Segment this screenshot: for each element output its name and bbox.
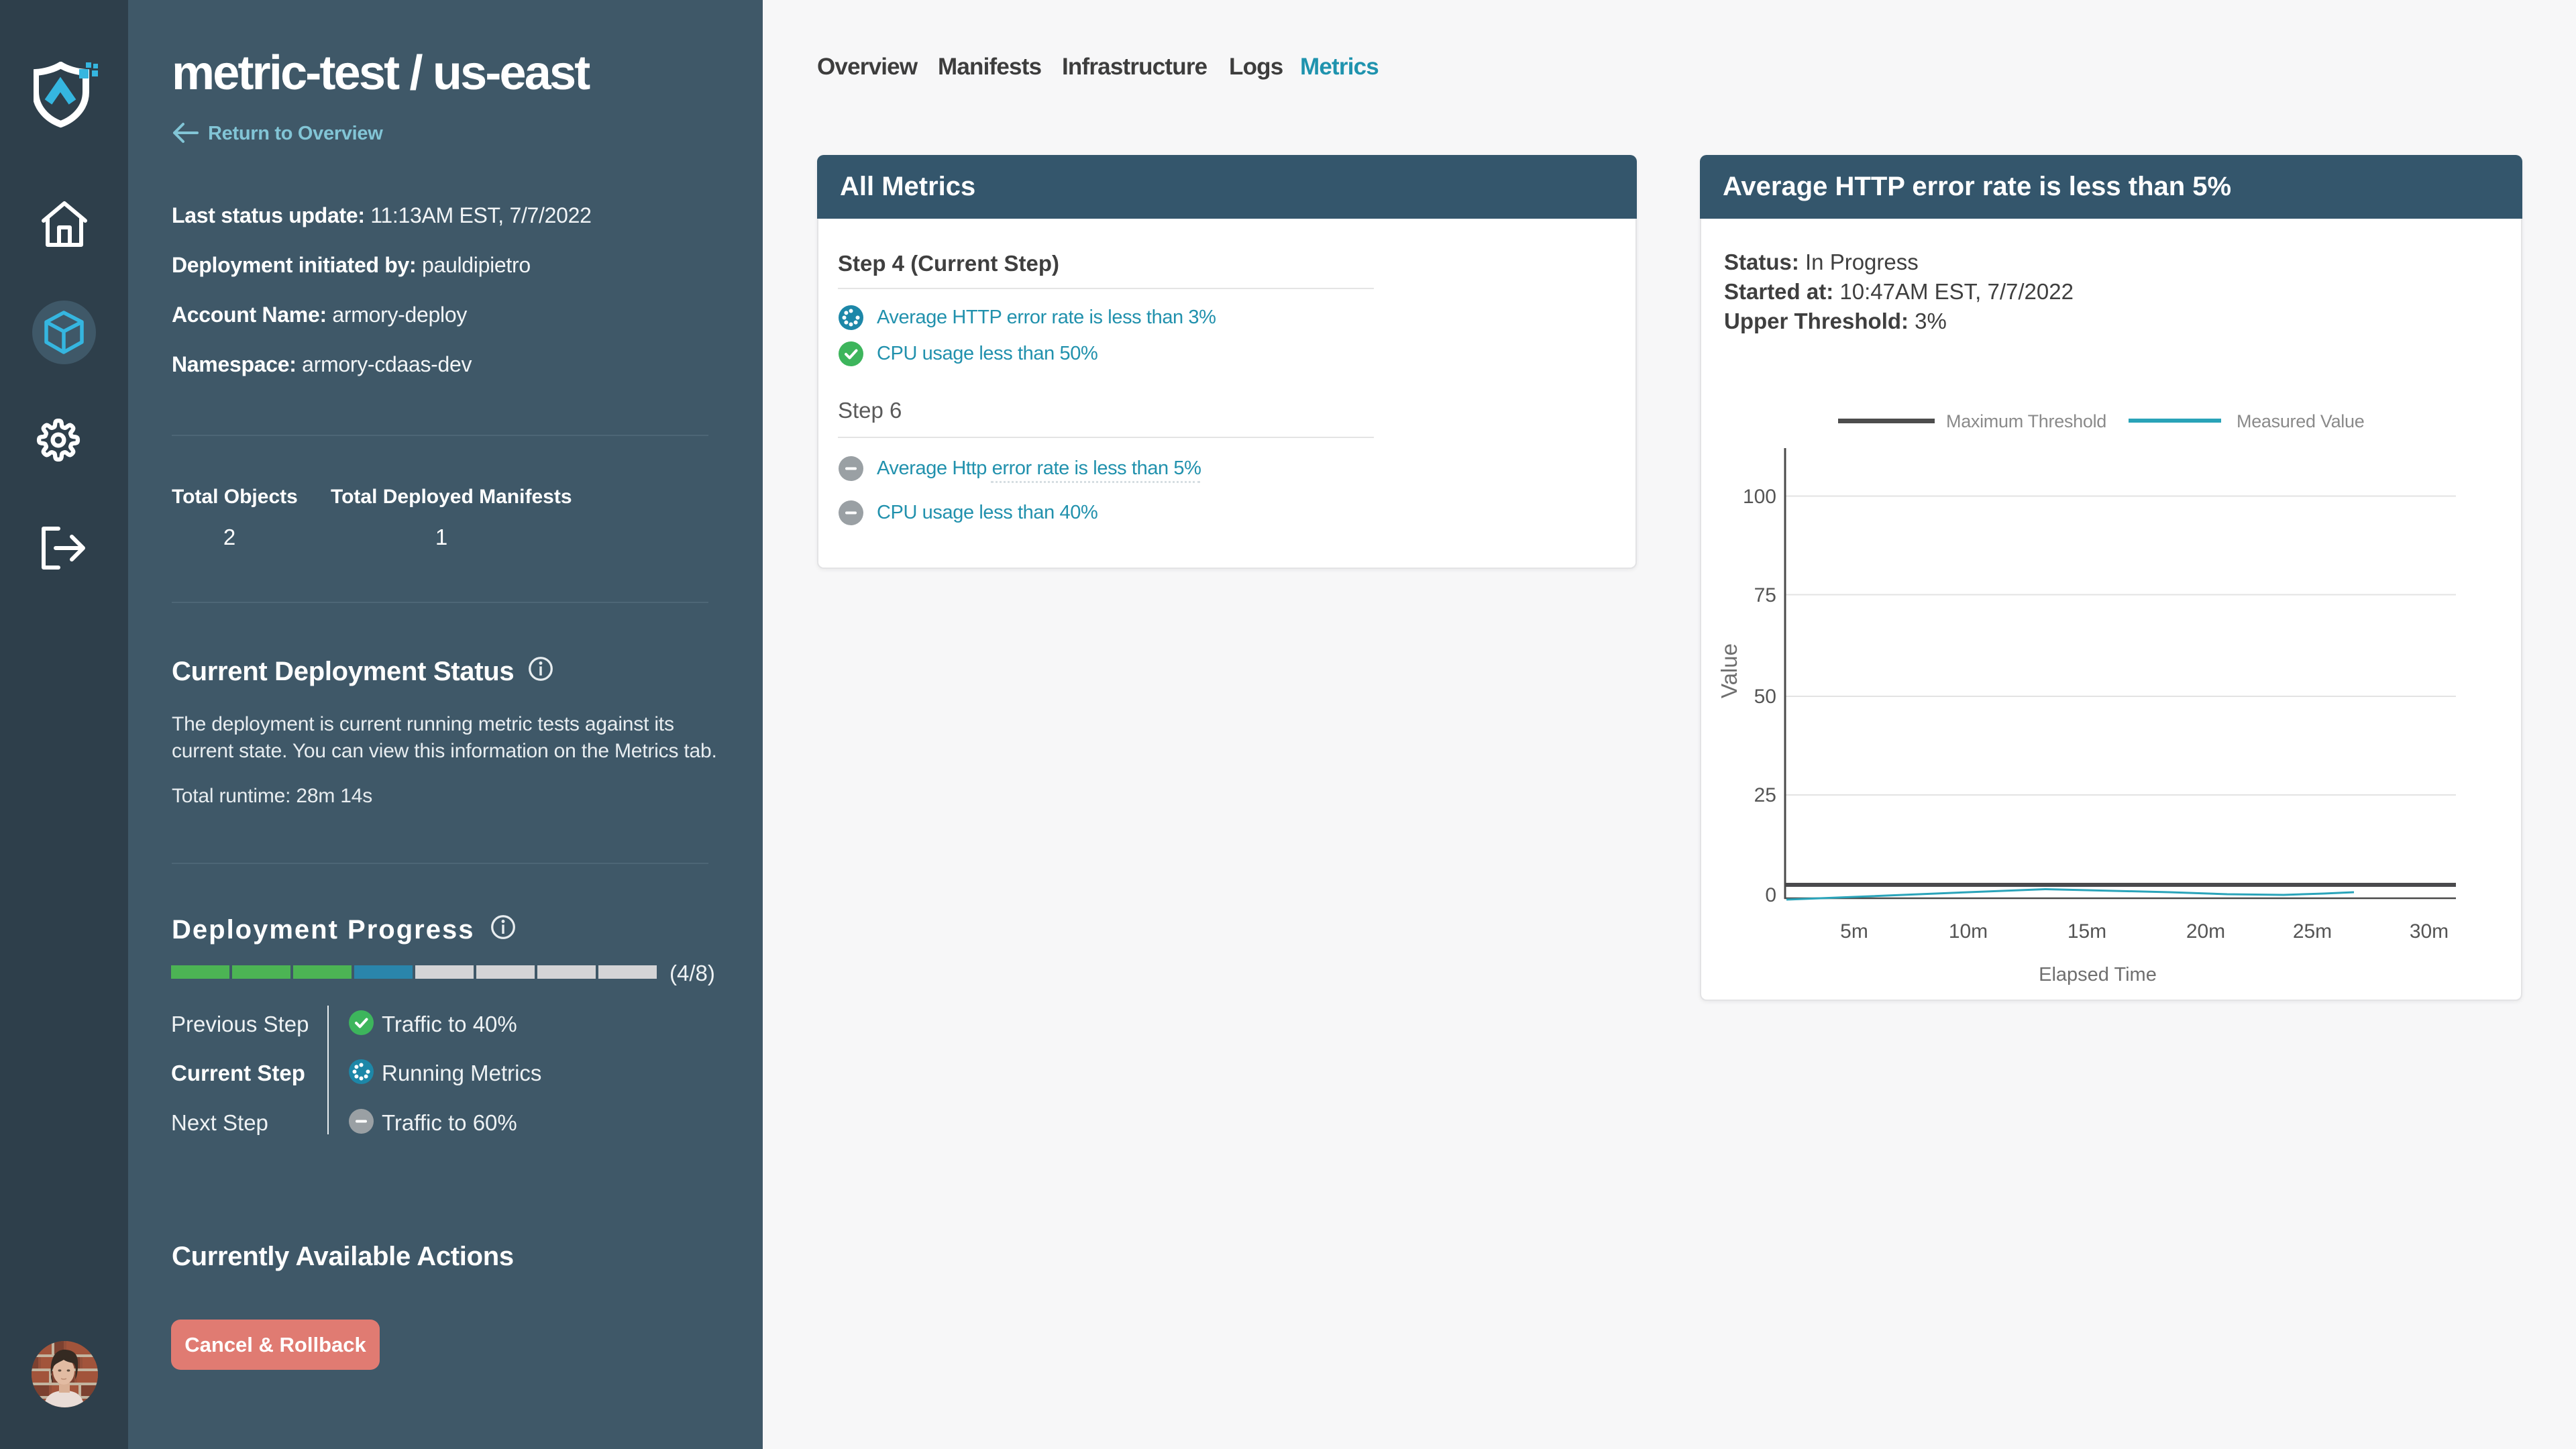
svg-text:30m: 30m — [2410, 920, 2449, 943]
svg-text:20m: 20m — [2186, 920, 2225, 943]
svg-text:5m: 5m — [1840, 920, 1868, 943]
svg-text:Maximum Threshold: Maximum Threshold — [1946, 411, 2106, 431]
svg-text:75: 75 — [1754, 584, 1776, 606]
svg-text:100: 100 — [1743, 486, 1776, 508]
svg-text:10m: 10m — [1949, 920, 1988, 943]
svg-text:25m: 25m — [2293, 920, 2332, 943]
svg-text:15m: 15m — [2068, 920, 2106, 943]
svg-text:25: 25 — [1754, 784, 1776, 806]
svg-text:Measured Value: Measured Value — [2237, 411, 2364, 431]
svg-text:0: 0 — [1765, 884, 1776, 906]
svg-text:Elapsed Time: Elapsed Time — [2039, 964, 2157, 985]
svg-text:50: 50 — [1754, 686, 1776, 708]
svg-text:Value: Value — [1717, 643, 1741, 698]
